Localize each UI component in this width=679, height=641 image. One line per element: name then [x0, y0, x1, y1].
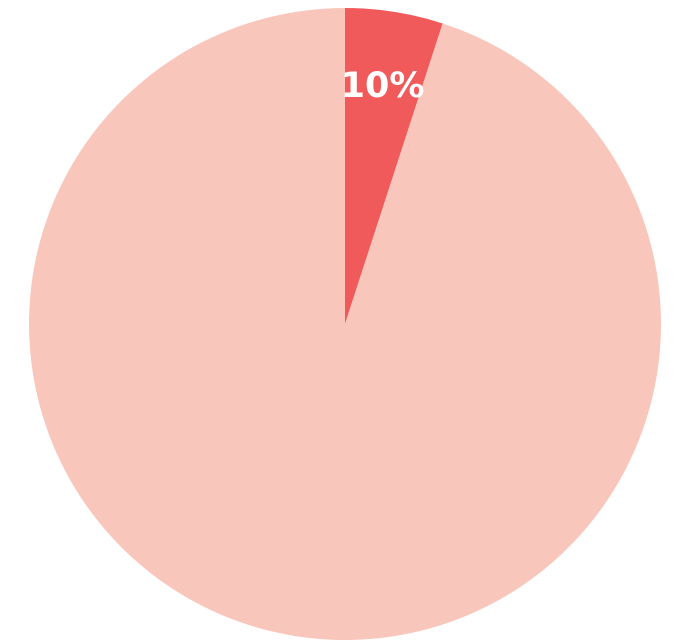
pie-slice-label-0: 10%: [341, 66, 425, 106]
pie-labels: 10%: [341, 66, 425, 106]
pie-slices: [28, 8, 661, 640]
pie-slice-0: [345, 8, 443, 324]
pie-slice-1: [28, 8, 661, 640]
